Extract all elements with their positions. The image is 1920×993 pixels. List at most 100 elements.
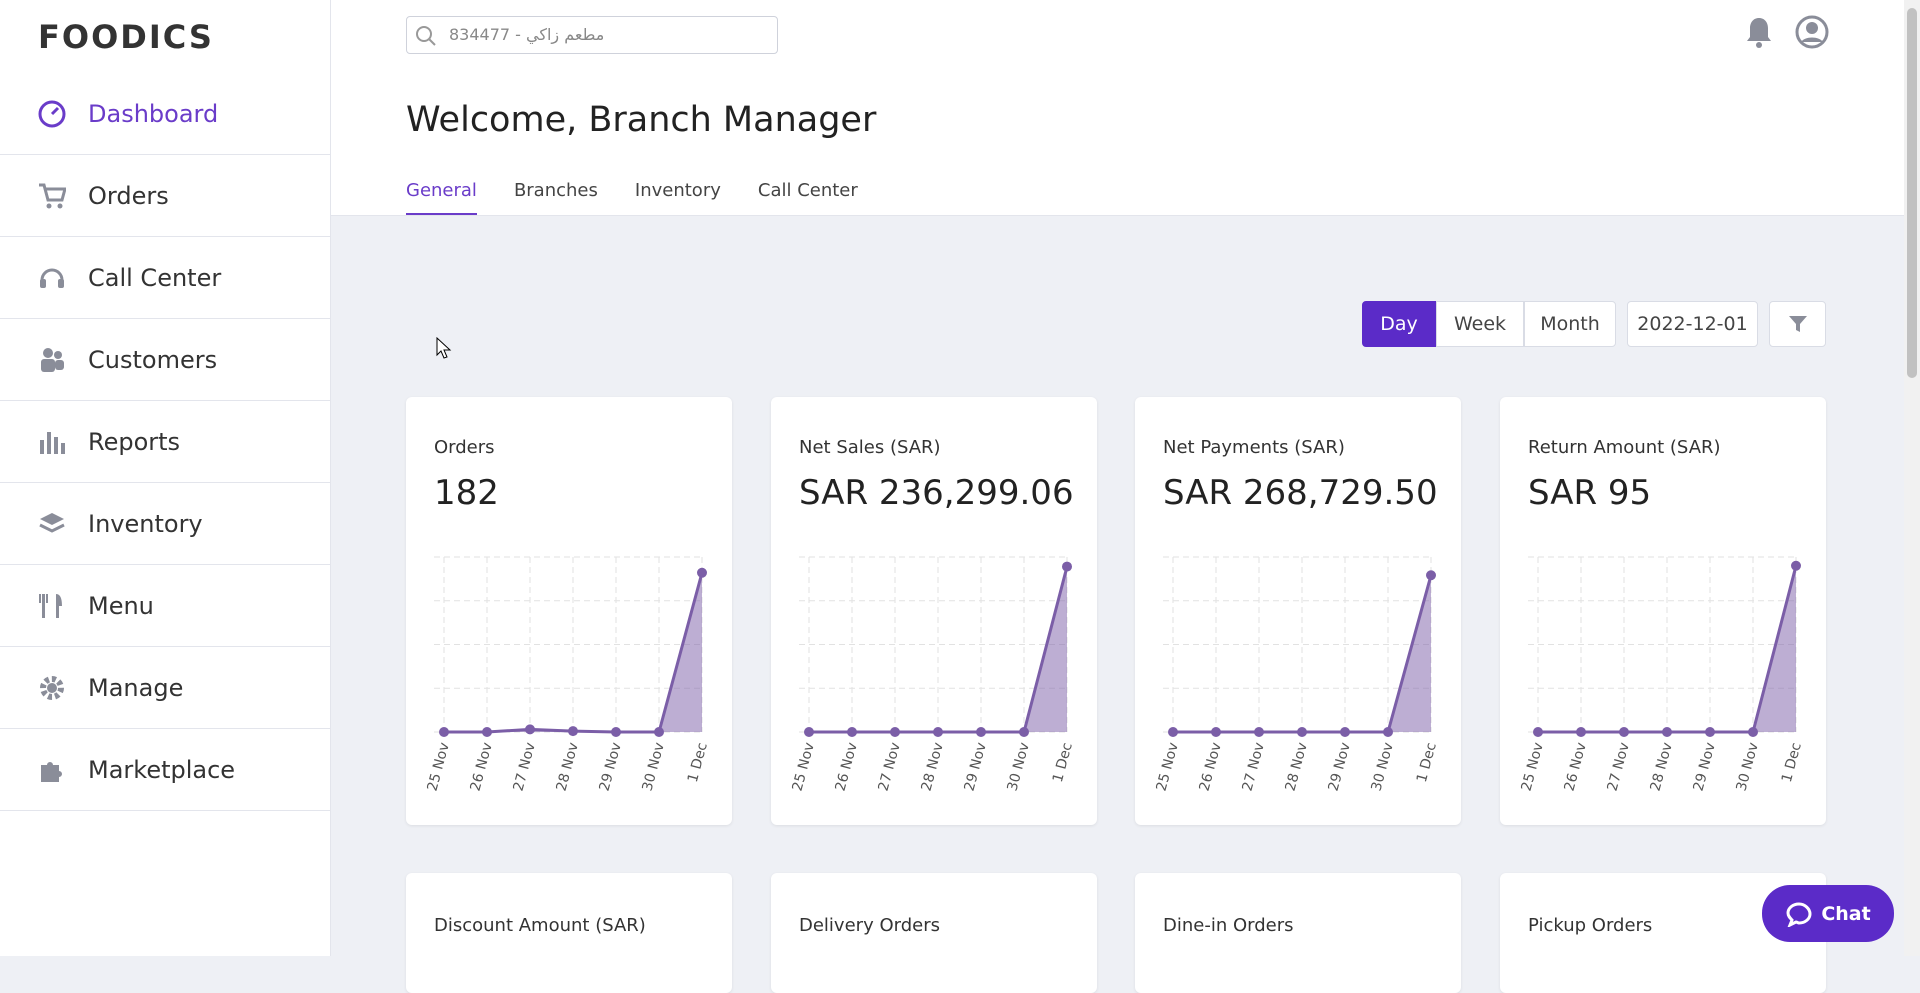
point — [1019, 727, 1029, 737]
card-title: Net Payments (SAR) — [1163, 437, 1345, 458]
x-tick-label: 28 Nov — [1648, 741, 1676, 793]
header: 834477 - مطعم زاكي Welcome, Branch Manag… — [331, 0, 1904, 216]
point — [1297, 727, 1307, 737]
tab[interactable]: Branches — [513, 180, 598, 201]
nav-label: Manage — [88, 673, 184, 702]
stat-card: Net Payments (SAR) SAR 268,729.50 25 Nov 26… — [1135, 397, 1461, 825]
card-value: SAR 95 — [1528, 473, 1652, 513]
content: Day Week Month 2022-12-01 Orders 182 25 Nov 26 … — [406, 301, 1826, 993]
nav-item[interactable]: Manage — [0, 647, 330, 729]
search-icon — [416, 26, 436, 46]
x-tick-label: 28 Nov — [1283, 741, 1311, 793]
search-box[interactable]: 834477 - مطعم زاكي — [406, 16, 778, 54]
x-tick-label: 25 Nov — [1519, 741, 1547, 793]
nav-icon — [39, 593, 62, 618]
point — [654, 727, 664, 737]
nav-label: Dashboard — [88, 99, 219, 128]
point — [611, 727, 621, 737]
point — [1426, 570, 1436, 581]
bell-icon[interactable] — [1744, 16, 1774, 50]
x-tick-label: 1 Dec — [1050, 741, 1076, 784]
stat-card: Orders 182 25 Nov 26 Nov 27 Nov 28 Nov 29 Nov 3… — [406, 397, 732, 825]
x-tick-label: 30 Nov — [1005, 741, 1033, 793]
stat-card: Delivery Orders — [771, 873, 1097, 993]
filter-button[interactable] — [1769, 301, 1826, 347]
chat-button[interactable]: Chat — [1762, 885, 1894, 942]
card-value: 182 — [434, 473, 499, 513]
profile-icon[interactable] — [1795, 15, 1829, 49]
nav-icon — [41, 347, 64, 372]
sparkline: 25 Nov 26 Nov 27 Nov 28 Nov 29 Nov 30 Nov 1 De… — [1154, 556, 1440, 793]
x-tick-label: 28 Nov — [919, 741, 947, 793]
brand-logo[interactable]: FOODICS — [38, 18, 214, 56]
sidebar: FOODICS Dashboard Orders Call Center Custom… — [0, 0, 331, 956]
x-tick-label: 30 Nov — [1369, 741, 1397, 793]
card-value: SAR 268,729.50 — [1163, 473, 1438, 513]
nav-icon — [39, 183, 66, 208]
nav-label: Customers — [88, 345, 218, 374]
point — [697, 567, 707, 578]
nav-item[interactable]: Customers — [0, 319, 330, 401]
stat-card: Discount Amount (SAR) — [406, 873, 732, 993]
nav-item[interactable]: Orders — [0, 155, 330, 237]
nav-item[interactable]: Dashboard — [0, 73, 330, 155]
point — [1340, 727, 1350, 737]
point — [976, 727, 986, 737]
x-tick-label: 25 Nov — [1154, 741, 1182, 793]
nav-item[interactable]: Menu — [0, 565, 330, 647]
x-tick-label: 27 Nov — [1240, 741, 1268, 793]
nav-icon — [41, 761, 62, 782]
stat-card: Net Sales (SAR) SAR 236,299.06 25 Nov 26 No… — [771, 397, 1097, 825]
point — [525, 724, 535, 735]
nav-icon — [40, 268, 64, 288]
nav-icon — [40, 675, 64, 700]
area — [809, 566, 1067, 732]
tab[interactable]: Inventory — [634, 180, 721, 201]
x-tick-label: 26 Nov — [1197, 741, 1225, 793]
card-title: Net Sales (SAR) — [799, 437, 941, 458]
x-tick-label: 29 Nov — [597, 741, 625, 793]
nav-item[interactable]: Inventory — [0, 483, 330, 565]
x-tick-label: 27 Nov — [511, 741, 539, 793]
x-tick-label: 30 Nov — [640, 741, 668, 793]
nav-icon — [38, 100, 66, 127]
x-tick-label: 29 Nov — [962, 741, 990, 793]
nav-label: Call Center — [88, 263, 222, 292]
point — [1254, 727, 1264, 737]
x-tick-label: 25 Nov — [425, 741, 453, 793]
x-tick-label: 26 Nov — [1562, 741, 1590, 793]
x-tick-label: 27 Nov — [876, 741, 904, 793]
point — [890, 727, 900, 737]
card-value: SAR 236,299.06 — [799, 473, 1074, 513]
scrollbar[interactable] — [1904, 0, 1920, 956]
x-tick-label: 1 Dec — [1414, 741, 1440, 784]
area — [1538, 565, 1796, 732]
point — [1619, 727, 1629, 737]
card-title: Discount Amount (SAR) — [434, 915, 646, 936]
chat-icon — [1786, 901, 1812, 927]
sparkline: 25 Nov 26 Nov 27 Nov 28 Nov 29 Nov 30 Nov 1 De… — [790, 556, 1076, 793]
tab[interactable]: Call Center — [757, 180, 858, 201]
point — [847, 727, 857, 737]
point — [568, 726, 578, 737]
nav-item[interactable]: Marketplace — [0, 729, 330, 811]
nav-icon — [39, 512, 65, 533]
search-placeholder: 834477 - مطعم زاكي — [449, 25, 605, 44]
area — [1173, 575, 1431, 732]
point — [1662, 727, 1672, 737]
period-button[interactable]: Day — [1362, 301, 1436, 347]
period-button[interactable]: Month — [1524, 301, 1616, 347]
card-title: Orders — [434, 437, 495, 458]
x-tick-label: 26 Nov — [833, 741, 861, 793]
nav-item[interactable]: Reports — [0, 401, 330, 483]
tab[interactable]: General — [406, 180, 477, 215]
nav-item[interactable]: Call Center — [0, 237, 330, 319]
sparkline: 25 Nov 26 Nov 27 Nov 28 Nov 29 Nov 30 Nov 1 De… — [425, 556, 711, 793]
x-tick-label: 27 Nov — [1605, 741, 1633, 793]
mouse-cursor — [436, 337, 452, 359]
nav-label: Reports — [88, 427, 181, 456]
period-button[interactable]: Week — [1436, 301, 1524, 347]
card-title: Delivery Orders — [799, 915, 940, 936]
date-picker[interactable]: 2022-12-01 — [1627, 301, 1758, 347]
